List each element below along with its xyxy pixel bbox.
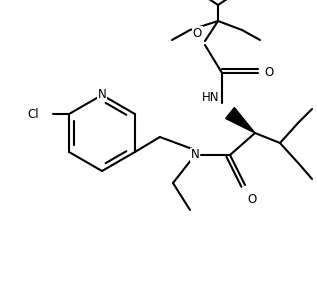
Text: O: O [193, 27, 202, 40]
Text: Cl: Cl [28, 108, 39, 121]
Text: O: O [264, 67, 273, 80]
Text: O: O [247, 193, 256, 206]
Text: N: N [98, 89, 107, 102]
Text: N: N [191, 149, 199, 162]
Text: HN: HN [202, 91, 219, 104]
Polygon shape [226, 108, 255, 133]
